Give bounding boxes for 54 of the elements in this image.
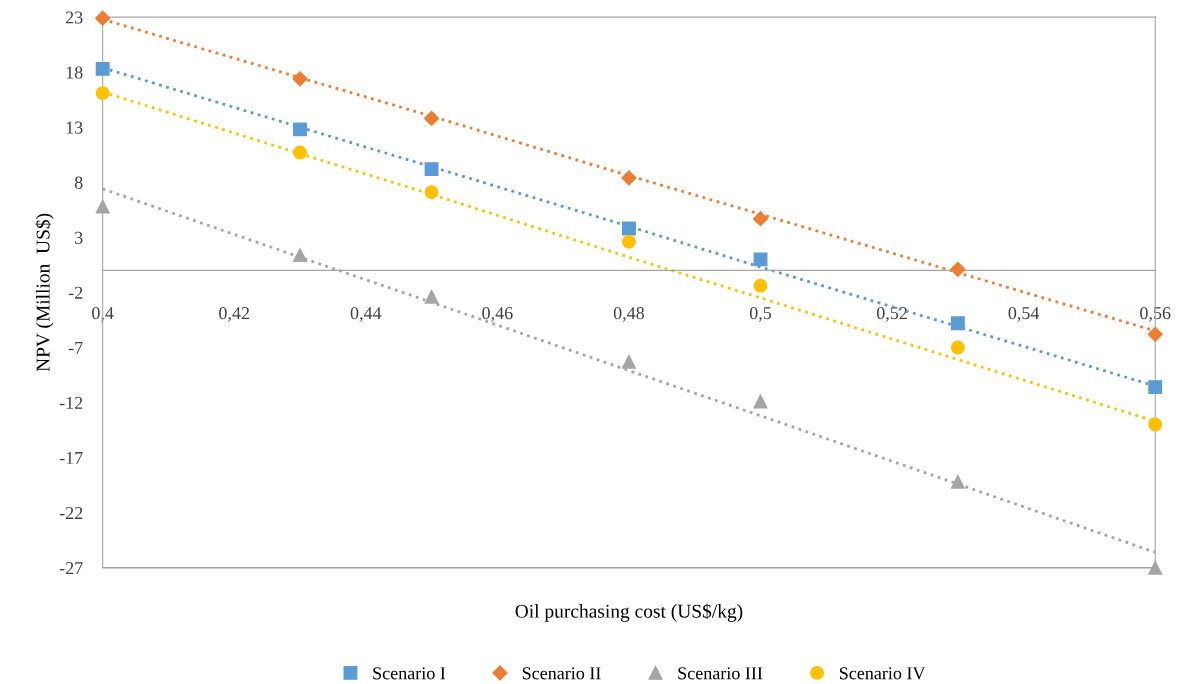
point — [621, 234, 636, 249]
x-tick-label: 0,4 — [92, 307, 114, 322]
x-tick-label: 0,5 — [749, 307, 772, 322]
legend-label: Scenario I — [373, 667, 446, 680]
point — [424, 162, 439, 177]
point — [95, 199, 110, 214]
y-tick-label: -22 — [59, 506, 83, 519]
point — [1148, 560, 1163, 575]
x-tick-label: 0,54 — [1008, 307, 1040, 322]
point — [293, 122, 307, 137]
x-tick-label: 0,56 — [1140, 307, 1171, 322]
point — [950, 340, 965, 355]
point — [293, 248, 307, 262]
point — [753, 278, 768, 293]
point — [950, 261, 966, 277]
point — [1147, 326, 1163, 342]
point — [752, 211, 769, 227]
x-axis-title: Oil purchasing cost (US$/kg) — [515, 603, 743, 622]
point — [621, 170, 637, 186]
y-tick-label: -17 — [59, 451, 83, 464]
x-tick-label: 0,42 — [219, 307, 250, 322]
point — [753, 252, 768, 267]
point — [424, 185, 439, 200]
x-tick-label: 0,46 — [482, 307, 513, 322]
y-tick-label: -7 — [68, 341, 83, 354]
y-tick-label: -2 — [68, 286, 83, 299]
y-tick-label: 18 — [66, 66, 83, 79]
y-tick-label: 3 — [75, 231, 83, 244]
point — [95, 61, 110, 76]
legend-label: Scenario IV — [839, 667, 926, 680]
legend-label: Scenario II — [522, 667, 601, 680]
point — [424, 289, 439, 304]
y-tick-label: 8 — [74, 176, 83, 189]
point — [1148, 417, 1163, 432]
point — [292, 71, 308, 87]
x-tick-label: 0,44 — [350, 307, 382, 322]
point — [95, 10, 111, 26]
point — [950, 474, 965, 489]
y-tick-label: 23 — [65, 11, 83, 24]
x-tick-label: 0,52 — [876, 307, 907, 322]
point — [95, 86, 110, 101]
y-tick-label: 13 — [66, 121, 83, 134]
point — [621, 354, 636, 369]
point — [950, 316, 965, 331]
y-axis-title: NPV (Million US$) — [35, 213, 54, 372]
point — [424, 110, 440, 126]
point — [1148, 380, 1163, 395]
y-tick-label: -12 — [59, 396, 83, 409]
x-tick-label: 0,48 — [613, 307, 645, 322]
point — [753, 394, 768, 409]
legend-label: Scenario III — [678, 667, 763, 680]
y-tick-label: -27 — [59, 562, 83, 574]
point — [621, 221, 636, 236]
point — [293, 145, 307, 160]
